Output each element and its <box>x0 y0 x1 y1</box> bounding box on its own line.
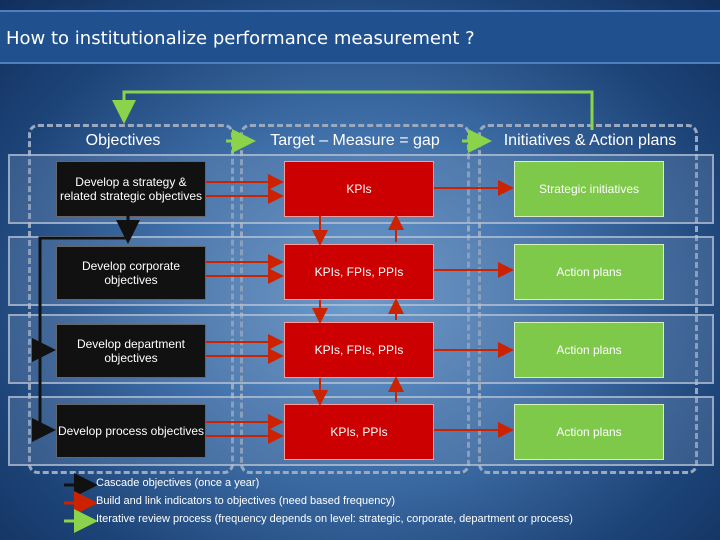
objective-box-strategic: Develop a strategy & related strategic o… <box>56 161 206 217</box>
initiatives-header: Initiatives & Action plans <box>503 132 677 149</box>
build-arrows-row1 <box>206 174 514 204</box>
indicator-box-department: KPIs, FPIs, PPIs <box>284 322 434 378</box>
legend-cascade-label: Cascade objectives (once a year) <box>96 477 260 489</box>
indicator-vertical-links <box>312 214 404 406</box>
action-box-corporate: Action plans <box>514 244 664 300</box>
review-loop-arrow <box>112 90 594 130</box>
build-arrows-row2 <box>206 254 514 284</box>
page-title: How to institutionalize performance meas… <box>6 28 475 49</box>
measure-column-frame <box>240 124 470 474</box>
initiatives-column-frame <box>478 124 698 474</box>
legend-build-label: Build and link indicators to objectives … <box>96 495 396 507</box>
objectives-column-frame <box>28 124 234 474</box>
build-arrows-row4 <box>206 414 514 444</box>
measure-header: Target – Measure = gap <box>270 132 440 149</box>
title-bar: How to institutionalize performance meas… <box>0 10 720 64</box>
objectives-header: Objectives <box>85 132 161 149</box>
objective-box-corporate: Develop corporate objectives <box>56 246 206 300</box>
indicator-box-corporate: KPIs, FPIs, PPIs <box>284 244 434 300</box>
indicator-box-process: KPIs, PPIs <box>284 404 434 460</box>
legend-review-label: Iterative review process (frequency depe… <box>96 513 573 525</box>
objective-box-department: Develop department objectives <box>56 324 206 378</box>
objective-box-process: Develop process objectives <box>56 404 206 458</box>
indicator-box-strategic: KPIs <box>284 161 434 217</box>
build-arrows-row3 <box>206 334 514 364</box>
action-box-strategic: Strategic initiatives <box>514 161 664 217</box>
action-box-department: Action plans <box>514 322 664 378</box>
action-box-process: Action plans <box>514 404 664 460</box>
cascade-arrows <box>32 216 140 442</box>
